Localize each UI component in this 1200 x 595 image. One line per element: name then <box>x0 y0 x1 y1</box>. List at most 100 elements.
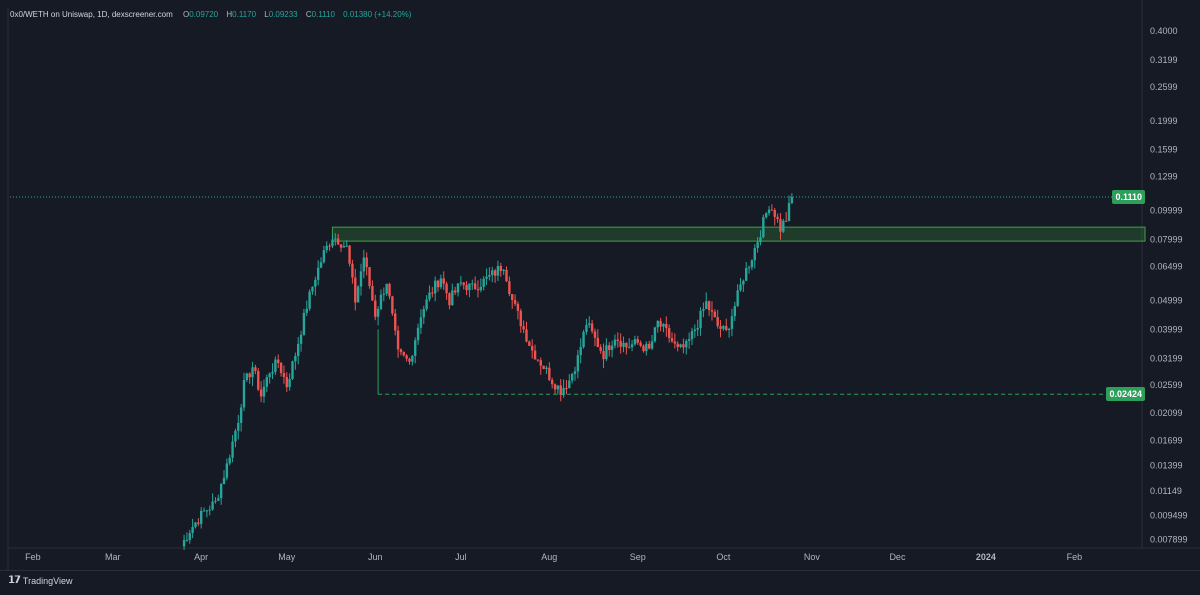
candle-body <box>516 303 520 311</box>
candle-body <box>314 279 317 287</box>
candle-body <box>639 342 642 346</box>
candle-body <box>462 282 465 285</box>
candle-body <box>479 286 483 291</box>
candle-body <box>251 367 254 378</box>
candle-body <box>431 292 434 294</box>
time-tick-label: Feb <box>1067 552 1083 562</box>
candle-body <box>707 301 711 311</box>
candle-body <box>727 328 731 331</box>
candle-body <box>550 379 554 385</box>
candle-body <box>473 283 477 290</box>
candle-body <box>667 328 671 339</box>
candle-body <box>548 367 551 380</box>
candle-body <box>416 327 420 341</box>
candle-body <box>539 360 542 366</box>
candle-body <box>436 280 440 288</box>
candle-body <box>465 284 468 291</box>
candle-body <box>773 210 776 217</box>
price-tick-label: 0.007899 <box>1150 535 1188 545</box>
time-tick-label: Dec <box>889 552 906 562</box>
candle-body <box>425 299 428 310</box>
candle-body <box>419 317 423 328</box>
candle-body <box>334 238 337 240</box>
candle-body <box>294 355 297 362</box>
candle-body <box>239 407 243 423</box>
time-tick-label: Oct <box>716 552 731 562</box>
candle-body <box>653 327 657 342</box>
symbol-legend[interactable]: 0x0/WETH on Uniswap, 1D, dexscreener.com… <box>10 10 417 19</box>
symbol-title[interactable]: 0x0/WETH on Uniswap, 1D, dexscreener.com <box>10 10 173 19</box>
price-axis[interactable]: 0.4000 0.3199 0.2599 0.1999 0.1599 0.1299 0.09… <box>1150 26 1188 545</box>
candle-body <box>588 323 591 325</box>
candle-body <box>770 209 774 211</box>
candle-body <box>753 248 756 261</box>
candle-body <box>705 301 708 310</box>
candle-body <box>299 334 303 344</box>
candle-body <box>396 330 400 350</box>
candle-body <box>234 430 237 442</box>
candle-body <box>453 290 457 293</box>
time-tick-label: 2024 <box>976 552 996 562</box>
candle-body <box>525 329 528 342</box>
candle-body <box>513 299 517 304</box>
candle-body <box>391 296 394 314</box>
candle-body <box>282 373 286 378</box>
candle-body <box>505 269 508 282</box>
candle-body <box>573 371 577 374</box>
candle-body <box>274 359 277 372</box>
time-tick-label: Feb <box>25 552 41 562</box>
candle-body <box>642 345 645 352</box>
candle-body <box>197 522 200 524</box>
candle-body <box>713 311 717 318</box>
candle-body <box>491 270 494 275</box>
candle-body <box>750 260 754 268</box>
candle-body <box>379 294 383 309</box>
low-label: L <box>264 10 269 19</box>
candle-body <box>605 345 608 360</box>
candle-body <box>388 283 391 297</box>
candle-body <box>445 283 448 294</box>
candle-body <box>693 329 697 331</box>
footer-bar: 𝟭𝟳 TradingView <box>0 570 1200 591</box>
candle-body <box>208 509 211 511</box>
candle-body <box>471 283 474 285</box>
candle-body <box>790 197 794 204</box>
candle-body <box>376 308 380 317</box>
candle-body <box>747 267 751 269</box>
time-axis[interactable]: Feb Mar Apr May Jun Jul Aug Sep Oct Nov Dec 2024 Feb <box>25 552 1082 562</box>
price-tick-label: 0.03199 <box>1150 353 1183 363</box>
candle-body <box>562 388 565 396</box>
candle-body <box>608 345 611 350</box>
last-price-badge: 0.1110 <box>1112 190 1145 205</box>
candle-body <box>784 220 788 222</box>
price-tick-label: 0.1599 <box>1150 145 1178 155</box>
candle-body <box>248 373 251 378</box>
candle-body <box>782 220 785 232</box>
candle-body <box>222 477 226 485</box>
tradingview-label: TradingView <box>22 575 73 586</box>
candle-body <box>710 310 714 312</box>
candle-body <box>776 216 779 220</box>
candle-body <box>214 500 217 502</box>
candle-body <box>356 286 360 303</box>
time-tick-label: Nov <box>804 552 821 562</box>
candle-body <box>291 361 294 379</box>
high-label: H <box>226 10 233 19</box>
time-tick-label: Apr <box>194 552 208 562</box>
candle-body <box>225 463 229 478</box>
candle-body <box>553 384 557 390</box>
candles-layer <box>182 193 794 550</box>
tradingview-brand[interactable]: 𝟭𝟳 TradingView <box>8 575 72 586</box>
candle-body <box>690 330 694 340</box>
candle-body <box>650 341 654 349</box>
candle-body <box>576 355 580 372</box>
candle-body <box>362 257 366 272</box>
candle-body <box>739 284 742 291</box>
candle-body <box>511 293 514 300</box>
candle-body <box>622 342 625 347</box>
candle-body <box>325 245 328 251</box>
candle-body <box>199 510 203 524</box>
candle-body <box>217 498 220 501</box>
